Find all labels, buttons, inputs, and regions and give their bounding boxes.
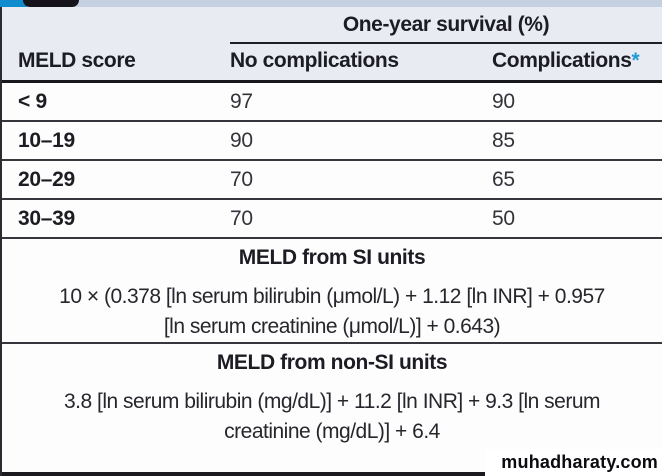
table-bottom-border	[2, 472, 505, 476]
column-header-complications-label: Complications	[492, 49, 632, 72]
table-row: 20–29 70 65	[2, 161, 662, 200]
non-si-formula-line-1: 3.8 [ln serum bilirubin (mg/dL)] + 11.2 …	[63, 390, 601, 413]
tabstrip-blue-segment	[0, 0, 27, 7]
watermark-text: muhadharaty.com	[485, 449, 662, 476]
si-units-section: MELD from SI units 10 × (0.378 [ln serum…	[2, 239, 662, 344]
browser-tab[interactable]	[23, 0, 79, 7]
table-header: One-year survival (%) MELD score No comp…	[2, 7, 662, 83]
si-units-title: MELD from SI units	[238, 246, 426, 269]
meld-score-cell: < 9	[18, 89, 47, 113]
no-complications-cell: 70	[230, 167, 253, 191]
non-si-formula-line-2: creatinine (mg/dL)] + 6.4	[224, 420, 440, 443]
si-formula-line-2: [ln serum creatinine (μmol/L)] + 0.643)	[163, 315, 501, 338]
complications-cell: 50	[492, 206, 515, 230]
browser-tabstrip	[0, 0, 662, 7]
table-row: < 9 97 90	[2, 83, 662, 122]
no-complications-cell: 90	[230, 128, 253, 152]
span-header-spacer	[2, 7, 230, 44]
meld-score-cell: 20–29	[18, 167, 75, 191]
table-row: 30–39 70 50	[2, 200, 662, 239]
footnote-asterisk: *	[631, 49, 640, 72]
span-header-one-year-survival: One-year survival (%)	[230, 7, 662, 44]
column-header-row: MELD score No complications Complication…	[2, 44, 662, 78]
span-header-row: One-year survival (%)	[2, 7, 662, 44]
no-complications-cell: 97	[230, 89, 253, 113]
si-formula-line-1: 10 × (0.378 [ln serum bilirubin (μmol/L)…	[59, 285, 605, 308]
complications-cell: 85	[492, 128, 515, 152]
complications-cell: 90	[492, 89, 515, 113]
meld-table: One-year survival (%) MELD score No comp…	[0, 7, 662, 476]
meld-score-cell: 30–39	[18, 206, 75, 230]
column-header-meld-score: MELD score	[18, 49, 136, 72]
no-complications-cell: 70	[230, 206, 253, 230]
non-si-units-section: MELD from non-SI units 3.8 [ln serum bil…	[2, 344, 662, 447]
table-row: 10–19 90 85	[2, 122, 662, 161]
column-header-complications: Complications*	[492, 49, 662, 73]
column-header-no-complications: No complications	[230, 49, 399, 72]
complications-cell: 65	[492, 167, 515, 191]
meld-score-cell: 10–19	[18, 128, 75, 152]
non-si-units-title: MELD from non-SI units	[216, 351, 448, 374]
